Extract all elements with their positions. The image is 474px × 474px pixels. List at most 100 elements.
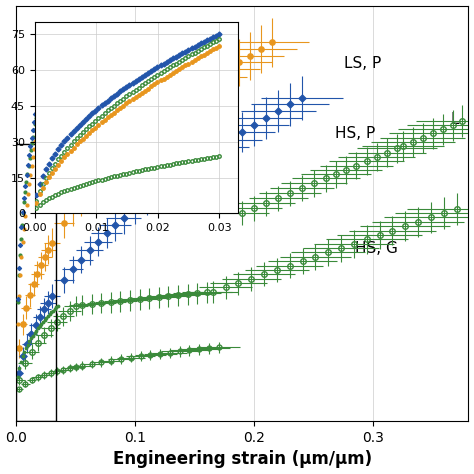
- Point: [36, 92, 44, 100]
- Point: [23, 171, 30, 179]
- Point: [47, 46, 55, 54]
- Point: [39, 318, 47, 326]
- Point: [24, 170, 31, 178]
- Point: [32, 110, 39, 118]
- Point: [19, 238, 27, 246]
- Point: [17, 235, 25, 243]
- Point: [18, 221, 26, 229]
- Point: [42, 60, 49, 68]
- Point: [32, 327, 40, 334]
- Point: [17, 241, 24, 249]
- Point: [37, 320, 45, 328]
- Point: [28, 134, 36, 141]
- Point: [44, 59, 52, 66]
- Point: [19, 353, 27, 360]
- Point: [25, 162, 32, 169]
- Point: [49, 29, 57, 37]
- Point: [34, 97, 42, 104]
- Point: [20, 225, 28, 232]
- Bar: [17, 144, 56, 421]
- Point: [41, 66, 48, 73]
- Point: [33, 130, 41, 137]
- Point: [19, 209, 27, 217]
- Point: [33, 109, 41, 116]
- Point: [17, 271, 24, 278]
- Point: [18, 254, 25, 261]
- Point: [43, 314, 50, 321]
- Point: [31, 329, 38, 337]
- Point: [43, 64, 51, 71]
- Point: [49, 42, 56, 50]
- Point: [30, 146, 38, 153]
- Point: [46, 65, 53, 73]
- Point: [31, 120, 39, 128]
- Point: [24, 191, 32, 198]
- Point: [29, 154, 36, 161]
- Point: [48, 54, 56, 62]
- Point: [44, 312, 52, 319]
- Point: [15, 264, 23, 272]
- Point: [14, 295, 21, 303]
- Point: [37, 84, 45, 91]
- Point: [27, 142, 34, 150]
- Point: [39, 82, 46, 90]
- Point: [46, 310, 54, 318]
- Point: [40, 77, 47, 85]
- Point: [32, 137, 39, 145]
- Point: [51, 305, 59, 313]
- Point: [38, 87, 46, 95]
- Point: [16, 251, 24, 259]
- Point: [37, 109, 45, 116]
- Point: [26, 337, 33, 345]
- Point: [45, 50, 52, 57]
- Point: [15, 292, 23, 300]
- Point: [47, 309, 55, 316]
- Point: [34, 324, 42, 332]
- Point: [42, 83, 49, 91]
- Point: [41, 316, 48, 324]
- Point: [51, 34, 58, 42]
- Point: [42, 68, 50, 75]
- Point: [33, 103, 41, 111]
- Point: [28, 140, 36, 147]
- Point: [47, 39, 55, 47]
- Point: [51, 43, 58, 51]
- Point: [51, 25, 58, 32]
- Point: [20, 194, 28, 202]
- Point: [29, 332, 36, 339]
- Point: [15, 271, 23, 278]
- Point: [16, 364, 23, 372]
- Point: [41, 89, 48, 97]
- X-axis label: Engineering strain (μm/μm): Engineering strain (μm/μm): [113, 450, 372, 468]
- Point: [47, 60, 55, 67]
- Point: [20, 198, 28, 206]
- Text: HS, G: HS, G: [356, 241, 398, 256]
- Point: [29, 126, 36, 133]
- Point: [35, 103, 42, 110]
- Point: [22, 345, 30, 352]
- Text: HS, P: HS, P: [335, 126, 375, 141]
- Point: [48, 35, 56, 42]
- Point: [30, 127, 38, 134]
- Point: [21, 212, 29, 220]
- Point: [28, 162, 36, 170]
- Point: [34, 123, 42, 130]
- Point: [43, 77, 51, 84]
- Point: [43, 55, 51, 63]
- Point: [49, 307, 57, 314]
- Point: [36, 90, 43, 98]
- Point: [49, 49, 57, 56]
- Point: [14, 374, 21, 381]
- Point: [41, 73, 48, 80]
- Point: [36, 116, 43, 123]
- Point: [46, 50, 54, 58]
- Point: [27, 146, 35, 154]
- Point: [14, 298, 21, 305]
- Point: [53, 303, 60, 311]
- Point: [46, 45, 53, 52]
- Point: [24, 161, 32, 169]
- Point: [21, 182, 29, 190]
- Text: L: L: [451, 112, 459, 127]
- Point: [38, 102, 46, 109]
- Text: LS, P: LS, P: [344, 56, 381, 72]
